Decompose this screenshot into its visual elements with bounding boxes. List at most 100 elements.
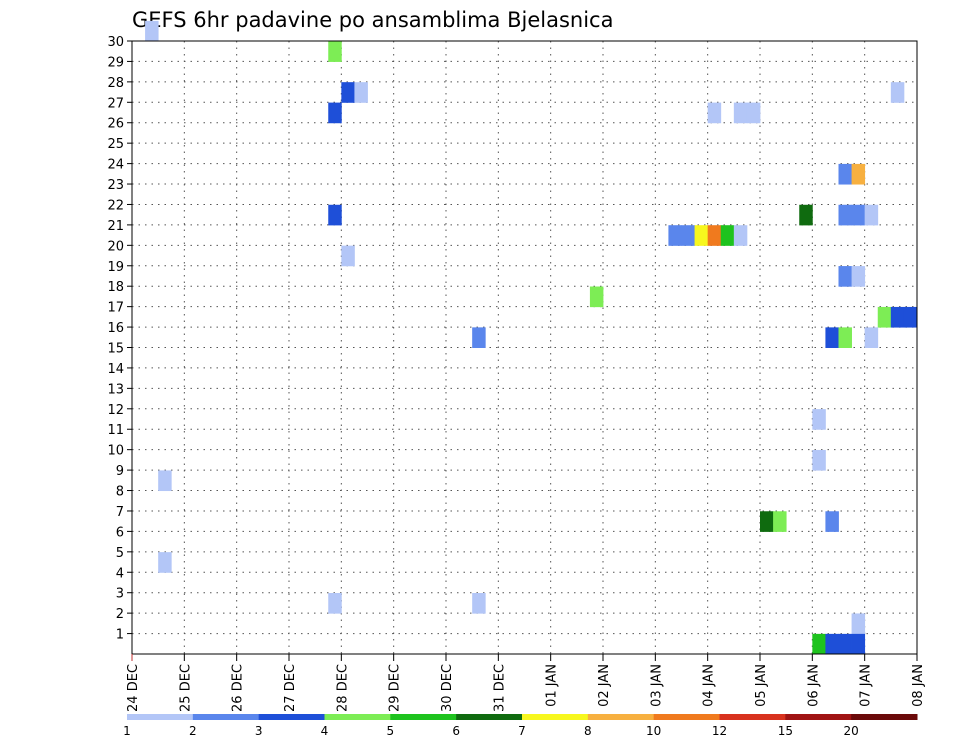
y-tick-label: 19 [107,260,124,275]
colorbar-swatch [587,714,655,720]
colorbar-label: 4 [321,724,329,738]
colorbar-swatch [192,714,260,720]
colorbar: 1 2 3 4 5 6 7 8 10 12 15 20 [123,714,918,738]
colorbar-label: 10 [646,724,661,738]
y-axis-ticks: 1234567891011121314151617181920212223242… [107,35,132,643]
y-tick-label: 3 [116,587,124,602]
colorbar-swatch [785,714,852,720]
colorbar-swatch [324,714,391,720]
heatmap-cell [851,633,866,655]
y-tick-label: 27 [107,96,124,111]
heatmap-cell [838,266,852,287]
heatmap-cell [668,225,682,246]
y-tick-label: 9 [116,464,124,479]
heatmap-cell [328,204,342,226]
heatmap-cell [864,327,879,348]
y-tick-label: 2 [116,607,124,622]
heatmap-cells [145,20,918,655]
heatmap-cell [746,102,761,124]
x-tick-label: 01 JAN [545,664,560,707]
heatmap-cell [838,163,852,185]
colorbar-swatch [127,714,194,720]
x-tick-label: 29 DEC [388,664,403,712]
heatmap-cell [694,225,709,246]
heatmap-cell [760,511,774,532]
heatmap-cell [773,511,787,532]
y-tick-label: 1 [116,628,124,643]
colorbar-label: 15 [778,724,793,738]
colorbar-label: 12 [712,724,727,738]
heatmap-cell [158,552,172,573]
colorbar-swatch [522,714,589,720]
heatmap-cell [812,633,826,655]
x-tick-label: 24 DEC [126,664,141,712]
y-tick-label: 4 [116,566,124,581]
y-tick-label: 20 [107,239,124,254]
y-tick-label: 29 [107,55,124,70]
grid-lines [132,40,917,654]
x-tick-label: 07 JAN [859,664,874,707]
heatmap-cell [707,225,722,246]
heatmap-cell [733,102,748,124]
colorbar-swatch [456,714,523,720]
x-tick-label: 04 JAN [702,664,717,707]
y-tick-label: 8 [116,485,124,500]
heatmap-cell [720,225,735,246]
heatmap-cell [812,449,826,471]
heatmap-cell [851,613,866,635]
heatmap-cell [838,204,852,226]
heatmap-cell [799,204,813,226]
heatmap-cell [851,266,866,287]
x-tick-label: 28 DEC [335,664,350,712]
colorbar-label: 6 [452,724,460,738]
colorbar-swatch [851,714,918,720]
heatmap-cell [825,633,839,655]
heatmap-cell [681,225,695,246]
y-tick-label: 22 [107,198,124,213]
y-tick-label: 7 [116,505,124,520]
heatmap-cell [328,102,342,124]
x-tick-label: 08 JAN [911,664,926,707]
heatmap-cell [354,82,368,103]
colorbar-label: 20 [844,724,859,738]
colorbar-label: 2 [189,724,197,738]
colorbar-swatch [258,714,325,720]
heatmap-cell [825,327,839,348]
y-tick-label: 5 [116,546,124,561]
y-tick-label: 10 [107,444,124,459]
x-tick-label: 02 JAN [597,664,612,707]
heatmap-cell [145,20,159,42]
heatmap-cell [158,470,172,492]
heatmap-cell [812,409,826,430]
heatmap-cell [472,327,486,348]
y-tick-label: 26 [107,117,124,132]
heatmap-cell [864,204,879,226]
x-tick-label: 06 JAN [806,664,821,707]
colorbar-swatch [390,714,457,720]
colorbar-label: 7 [518,724,526,738]
heatmap-cell [328,41,342,62]
heatmap-cell [890,306,905,328]
x-axis-ticks: 24 DEC 25 DEC 26 DEC 27 DEC 28 DEC 29 DEC 30 D… [126,654,926,712]
y-tick-label: 12 [107,403,124,418]
heatmap-cell [341,245,355,267]
heatmap-cell [838,327,852,348]
y-tick-label: 23 [107,178,124,193]
x-tick-label: 31 DEC [492,664,507,712]
y-tick-label: 28 [107,76,124,91]
heatmap-cell [328,593,342,614]
heatmap-cell [851,204,866,226]
y-tick-label: 30 [107,35,124,50]
heatmap-cell [838,633,852,655]
x-tick-label: 30 DEC [440,664,455,712]
colorbar-label: 1 [123,724,131,738]
heatmap-cell [851,163,866,185]
x-tick-label: 03 JAN [649,664,664,707]
y-tick-label: 25 [107,137,124,152]
y-tick-label: 6 [116,525,124,540]
heatmap-cell [472,593,486,614]
y-tick-label: 15 [107,342,124,357]
heatmap-cell [341,82,355,103]
x-tick-label: 26 DEC [231,664,246,712]
